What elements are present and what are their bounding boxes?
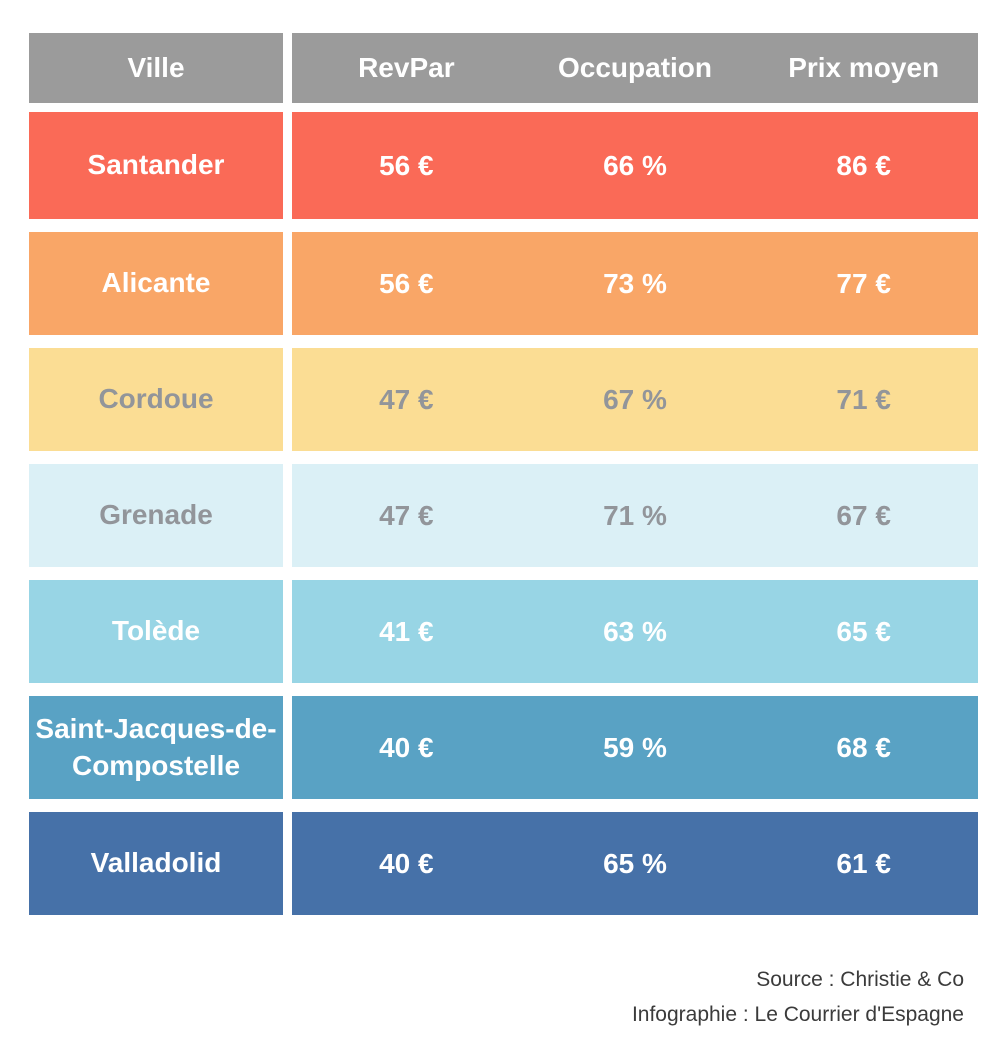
city-cell: Tolède [29,580,283,683]
header-label-prix-moyen: Prix moyen [788,52,940,83]
table-row: Valladolid 40 € 65 % 61 € [29,812,978,915]
infographie-credit: Infographie : Le Courrier d'Espagne [631,1003,964,1026]
revpar-cell: 47 € [379,383,434,415]
city-cell: Valladolid [29,812,283,915]
row-data-block: 41 € 63 % 65 € [292,580,978,683]
hotel-stats-table: Ville RevPar Occupation Prix moyen Santa… [29,33,978,915]
occupation-cell: 63 % [603,615,667,647]
row-data-block: 47 € 71 % 67 € [292,464,978,567]
revpar-cell: 40 € [379,847,434,879]
header-label-revpar: RevPar [358,52,455,83]
prix-moyen-cell: 61 € [836,847,891,879]
occupation-cell: 71 % [603,499,667,531]
table-row: Saint-Jacques-de-Compostelle 40 € 59 % 68 € [29,696,978,799]
revpar-cell: 41 € [379,615,434,647]
prix-moyen-cell: 68 € [836,731,891,763]
revpar-cell: 40 € [379,731,434,763]
header-cell-revpar: RevPar [292,33,521,103]
occupation-cell: 73 % [603,267,667,299]
table-row: Grenade 47 € 71 % 67 € [29,464,978,567]
city-cell: Cordoue [29,348,283,451]
table-row: Santander 56 € 66 % 86 € [29,112,978,219]
header-cell-prix-moyen: Prix moyen [749,33,978,103]
occupation-cell: 67 % [603,383,667,415]
occupation-cell: 65 % [603,847,667,879]
prix-moyen-cell: 71 € [836,383,891,415]
table-body: Santander 56 € 66 % 86 € Alicante 56 € 73 % 77 … [29,112,978,915]
header-label-ville: Ville [127,51,185,83]
header-cell-ville: Ville [29,33,283,103]
header-cell-occupation: Occupation [521,33,750,103]
city-cell: Saint-Jacques-de-Compostelle [29,696,283,799]
city-cell: Santander [29,112,283,219]
row-data-block: 47 € 67 % 71 € [292,348,978,451]
prix-moyen-cell: 65 € [836,615,891,647]
row-data-block: 40 € 65 % 61 € [292,812,978,915]
source-credit: Source : Christie & Co [756,968,964,991]
prix-moyen-cell: 67 € [836,499,891,531]
revpar-cell: 56 € [379,149,434,181]
occupation-cell: 59 % [603,731,667,763]
row-data-block: 40 € 59 % 68 € [292,696,978,799]
occupation-cell: 66 % [603,149,667,181]
city-cell: Grenade [29,464,283,567]
revpar-cell: 47 € [379,499,434,531]
prix-moyen-cell: 86 € [836,149,891,181]
table-row: Cordoue 47 € 67 % 71 € [29,348,978,451]
prix-moyen-cell: 77 € [836,267,891,299]
table-row: Tolède 41 € 63 % 65 € [29,580,978,683]
header-label-occupation: Occupation [558,52,713,83]
table-row: Alicante 56 € 73 % 77 € [29,232,978,335]
row-data-block: 56 € 73 % 77 € [292,232,978,335]
header-data-block: RevPar Occupation Prix moyen [292,33,978,103]
footer-credits: Source : Christie & Co Infographie : Le … [29,962,978,1032]
city-cell: Alicante [29,232,283,335]
revpar-cell: 56 € [379,267,434,299]
row-data-block: 56 € 66 % 86 € [292,112,978,219]
table-header-row: Ville RevPar Occupation Prix moyen [29,33,978,103]
